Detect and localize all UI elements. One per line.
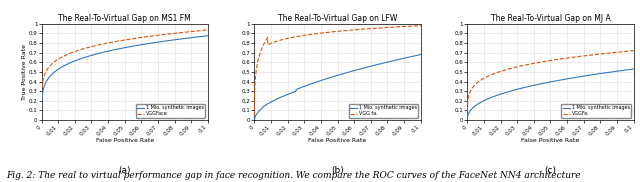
X-axis label: False Positive Rate: False Positive Rate: [522, 138, 580, 143]
Text: (c): (c): [545, 166, 556, 175]
Title: The Real-To-Virtual Gap on MS1 FM: The Real-To-Virtual Gap on MS1 FM: [58, 14, 191, 23]
Title: The Real-To-Virtual Gap on LFW: The Real-To-Virtual Gap on LFW: [278, 14, 397, 23]
X-axis label: False Positive Rate: False Positive Rate: [95, 138, 154, 143]
Y-axis label: True Positive Rate: True Positive Rate: [22, 44, 28, 100]
Legend: 1 Mio. synthetic images, VGGFa.: 1 Mio. synthetic images, VGGFa.: [561, 104, 631, 118]
Text: (b): (b): [332, 166, 344, 175]
Legend: 1 Mio. synthetic images, VGG fa.: 1 Mio. synthetic images, VGG fa.: [349, 104, 419, 118]
Legend: 1 Mio. synthetic images, VGGFace: 1 Mio. synthetic images, VGGFace: [136, 104, 205, 118]
Text: (a): (a): [118, 166, 131, 175]
Text: Fig. 2: The real to virtual performance gap in face recognition. We compare the : Fig. 2: The real to virtual performance …: [6, 171, 581, 180]
Title: The Real-To-Virtual Gap on MJ A: The Real-To-Virtual Gap on MJ A: [491, 14, 611, 23]
X-axis label: False Positive Rate: False Positive Rate: [308, 138, 367, 143]
